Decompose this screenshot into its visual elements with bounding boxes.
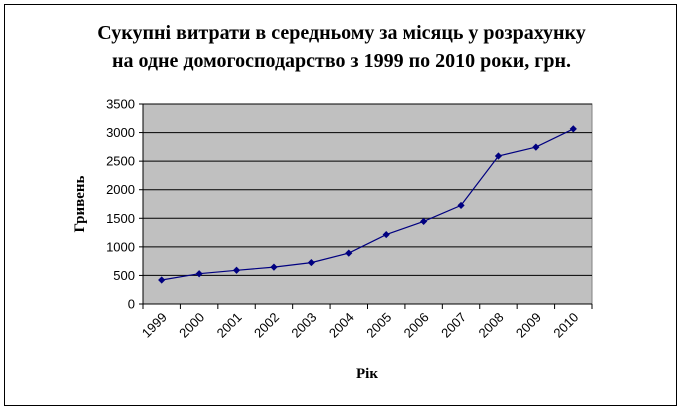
data-point-2000 <box>195 270 203 278</box>
series-markers <box>158 125 577 284</box>
x-tick-label-2006: 2006 <box>401 310 432 341</box>
y-tick-label-500: 500 <box>113 268 135 283</box>
y-tick-label-1000: 1000 <box>106 239 135 254</box>
data-point-2008 <box>494 152 503 160</box>
x-tick-label-2008: 2008 <box>476 310 507 341</box>
series-line <box>161 128 574 281</box>
y-tick-label-3500: 3500 <box>106 97 135 112</box>
x-tick-label-2001: 2001 <box>214 310 245 341</box>
data-point-2009 <box>532 143 540 151</box>
chart-subtitle: на одне домогосподарство з 1999 по 2010 … <box>111 50 572 72</box>
data-point-2003 <box>307 258 315 267</box>
y-tick-labels: 0 500 1000 1500 2000 2500 3000 3500 <box>106 97 135 312</box>
data-point-2001 <box>232 266 241 274</box>
axes <box>139 103 593 309</box>
y-tick-label-0: 0 <box>128 297 135 312</box>
plot-area <box>142 103 593 305</box>
y-tick-label-2500: 2500 <box>106 154 135 169</box>
x-tick-label-2005: 2005 <box>363 310 394 341</box>
x-axis-title: Рік <box>356 366 378 382</box>
x-tick-label-2003: 2003 <box>288 310 319 341</box>
x-tick-label-2000: 2000 <box>176 310 207 341</box>
x-tick-label-2009: 2009 <box>513 310 544 341</box>
data-point-2010 <box>569 125 577 133</box>
data-point-2004 <box>345 249 353 257</box>
y-tick-label-2000: 2000 <box>106 182 135 197</box>
data-point-2002 <box>270 263 278 271</box>
x-tick-labels: 1999 2000 2001 2002 2003 2004 2005 2006 2007 2008… <box>139 310 582 341</box>
data-point-1999 <box>158 276 166 284</box>
x-tick-label-2007: 2007 <box>438 310 469 341</box>
x-tick-label-2004: 2004 <box>326 310 357 341</box>
x-tick-label-1999: 1999 <box>139 310 170 341</box>
y-axis-title: Гривень <box>72 175 88 232</box>
data-point-2007 <box>457 201 465 210</box>
x-tick-label-2010: 2010 <box>550 310 581 341</box>
gridlines <box>143 103 592 276</box>
chart-title: Сукупні витрати в середньому за місяць у… <box>97 22 586 44</box>
y-tick-label-1500: 1500 <box>106 211 135 226</box>
data-point-2005 <box>382 230 390 239</box>
y-tick-label-3000: 3000 <box>106 125 135 140</box>
data-point-2006 <box>420 217 428 226</box>
x-tick-label-2002: 2002 <box>251 310 282 341</box>
